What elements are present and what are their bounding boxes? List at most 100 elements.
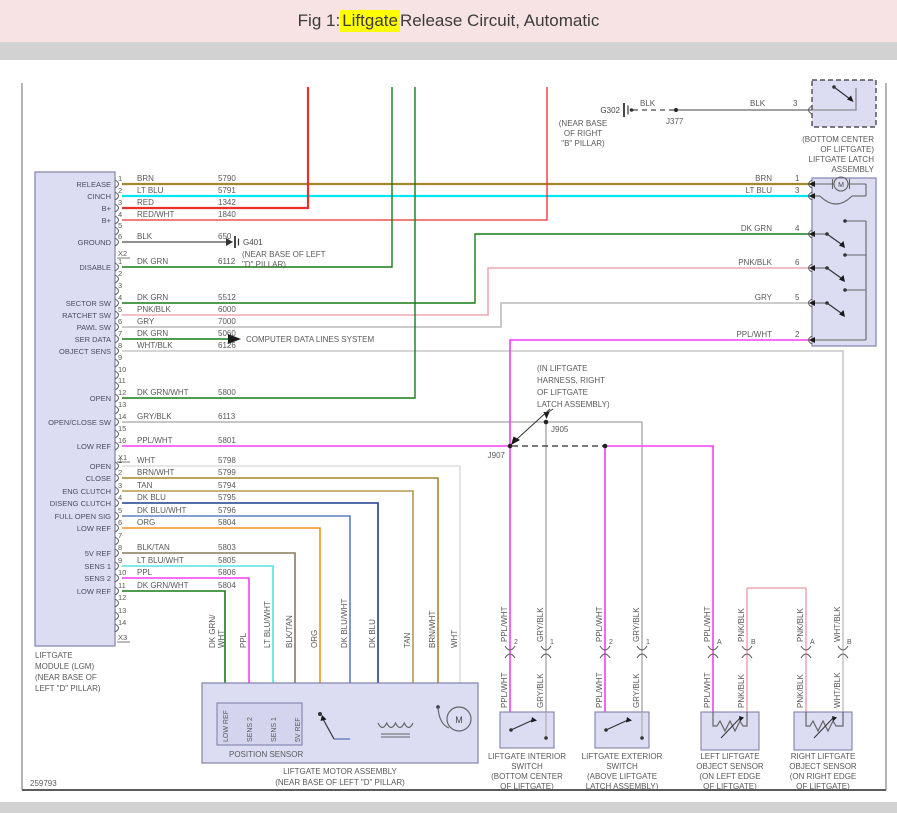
resistor-symbol (805, 712, 844, 733)
pin-number: 12 (118, 388, 126, 397)
sensor-pin-label: SENS 1 (271, 717, 278, 742)
switch-dot (544, 736, 548, 740)
pin-number: 1 (550, 639, 554, 646)
connector-label-x1: X1 (118, 453, 127, 462)
circuit-number: 5800 (218, 388, 236, 397)
circuit-number: 650 (218, 232, 232, 241)
wire-color-label: BRN/WHT (137, 468, 174, 477)
note-line: LATCH ASSEMBLY) (537, 400, 610, 409)
pin-function: RATCHET SW (62, 311, 112, 320)
wire-color-label-vertical: DK GRN/ (208, 614, 217, 648)
module-pin-brackets (114, 179, 119, 633)
pin-function: SENS 2 (84, 574, 111, 583)
switch-dot (640, 736, 644, 740)
module-caption-line: (NEAR BASE OF (35, 673, 97, 682)
pin-number: 12 (118, 593, 126, 602)
exterior-switch-box (594, 711, 650, 749)
latch-remote-wire (812, 88, 857, 111)
sensor-pin-label: LOW REF (223, 710, 230, 742)
switch-arm-arrow-icon (839, 275, 845, 282)
liftgate-motor-assembly: LOW REF SENS 2 SENS 1 5V REF POSITION SE… (201, 682, 479, 787)
pin-number: 6 (118, 518, 122, 527)
wire-color-label-vertical: GRY/BLK (536, 673, 545, 708)
wire-color-label-vertical: PPL (239, 632, 248, 648)
wire-dkgrn-6112 (122, 87, 393, 268)
component-caption: OF LIFTGATE) (796, 782, 850, 791)
pin-number: 2 (118, 186, 122, 195)
wire-color-label-vertical: WHT (217, 630, 226, 648)
pin-number: 3 (118, 281, 122, 290)
wire-color-label: BRN (137, 174, 154, 183)
pin-function: LOW REF (77, 524, 112, 533)
wire-color-label: ORG (137, 518, 155, 527)
circuit-number: 5796 (218, 506, 236, 515)
right-liftgate-object-sensor: RIGHT LIFTGATE OBJECT SENSOR (ON RIGHT E… (789, 711, 857, 791)
wire-color-label: RED/WHT (137, 210, 174, 219)
latch-motor-circuit (812, 176, 867, 205)
switch-arm (510, 719, 534, 731)
pin-number: 13 (118, 400, 126, 409)
wire-dkgrn-5512 (122, 233, 812, 304)
wire-color-label: BLK (640, 99, 656, 108)
circuit-number: 5804 (218, 581, 236, 590)
component-caption: OBJECT SENSOR (789, 762, 857, 771)
wire-color-label: GRY (137, 317, 155, 326)
pin-number: 8 (118, 341, 122, 350)
ground-note: "B" PILLAR) (561, 139, 605, 148)
wire-color-label: RED (137, 198, 154, 207)
switch-dot (843, 219, 847, 223)
circuit-number: 5790 (218, 174, 236, 183)
wire-color-label-vertical: PPL/WHT (500, 672, 509, 708)
pin-function: B+ (102, 204, 112, 213)
circuit-number: 5798 (218, 456, 236, 465)
liftgate-module-box (34, 171, 116, 647)
pin-function: LOW REF (77, 587, 112, 596)
component-caption: (BOTTOM CENTER (491, 772, 563, 781)
pin-function: 5V REF (85, 549, 112, 558)
clutch-coil (377, 721, 414, 738)
circuit-number: 5799 (218, 468, 236, 477)
pin-function: OPEN (90, 394, 111, 403)
wire-blktan-5803 (122, 552, 296, 703)
pin-function: DISABLE (79, 263, 111, 272)
wire-color-label-vertical: GRY/BLK (632, 607, 641, 642)
motor-symbol-label: M (455, 715, 463, 725)
wire-color-label: PPL (137, 568, 153, 577)
wire-color-label: LT BLU (137, 186, 164, 195)
circuit-number: 5805 (218, 556, 236, 565)
module-x3-pins: OPEN 1 WHT 5798 CLOSE 2 BRN/WHT 5799 ENG… (50, 456, 236, 643)
wire-tan-5794 (122, 490, 414, 723)
splice-label-j905: J905 (551, 425, 569, 434)
wire-color-label-vertical: PNK/BLK (737, 674, 746, 708)
wire-dkgrnwht-5800 (122, 87, 416, 399)
ground-g302: G302 (NEAR BASE OF RIGHT "B" PILLAR) BLK… (559, 99, 798, 148)
circuit-number: 1840 (218, 210, 236, 219)
motor-symbol-label: M (838, 182, 844, 189)
sheet-number: 259793 (30, 779, 57, 788)
wire-color-label: DK BLU/WHT (137, 506, 186, 515)
diagram-frame (21, 83, 887, 791)
liftgate-latch-assembly: (BOTTOM CENTER OF LIFTGATE) LIFTGATE LAT… (736, 79, 877, 347)
wire-color-label: DK GRN (137, 257, 168, 266)
wire-color-label: DK BLU (137, 493, 166, 502)
pin-number: 4 (118, 210, 122, 219)
pin-function: OPEN/CLOSE SW (48, 418, 112, 427)
motor-assembly-caption: LIFTGATE MOTOR ASSEMBLY (283, 767, 397, 776)
splice-j377-dot (674, 108, 678, 112)
latch-pin-labels: BRN 1 LT BLU 3 DK GRN 4 PNK/BLK 6 GRY 5 … (736, 174, 800, 339)
wire-wht-5798 (122, 465, 461, 707)
wire-dkbluwht-5796 (122, 515, 351, 739)
wire-dkblu-5795 (122, 502, 379, 723)
wire-color-label-vertical: PNK/BLK (737, 608, 746, 642)
resistor-strike (813, 716, 835, 739)
pin-function: RELEASE (76, 180, 111, 189)
pin-number: 2 (609, 639, 613, 646)
switch-arm-arrow-icon (839, 310, 845, 317)
wire-color-label-vertical: GRY/BLK (632, 673, 641, 708)
wire-color-label-vertical: DK BLU/WHT (340, 599, 349, 648)
position-sensor-box (216, 702, 303, 746)
splice-label-j377: J377 (666, 117, 684, 126)
wire-ppl-5806 (122, 577, 250, 703)
pin-letter: B (847, 639, 852, 646)
